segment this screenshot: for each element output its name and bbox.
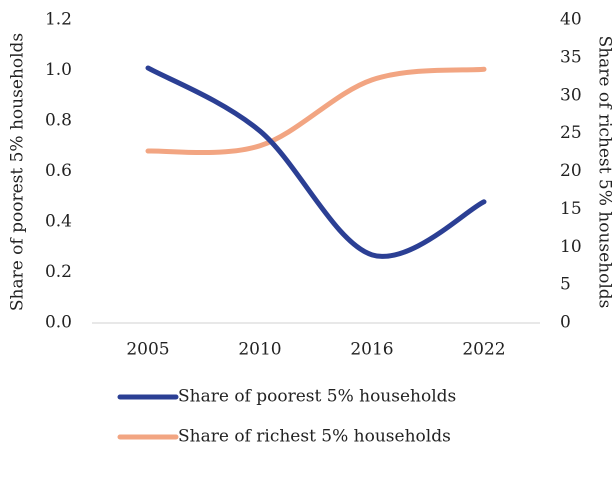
series-line [145,66,487,156]
y2-tick-label: 25 [560,123,582,143]
y2-tick-label: 40 [560,10,582,30]
y2-tick-label: 35 [560,47,582,67]
legend-label: Share of poorest 5% households [178,387,456,407]
y-tick-label: 1.0 [45,60,72,80]
y-tick-label: 0.8 [45,111,72,131]
y2-tick-label: 15 [560,199,582,219]
y2-tick-label: 5 [560,275,571,295]
y-tick-label: 0.4 [45,212,72,232]
y2-tick-label: 30 [560,85,582,105]
y2-axis-title: Share of richest 5% households [595,36,615,309]
y-axis-title: Share of poorest 5% households [8,33,28,311]
x-tick-label: 2022 [462,340,505,360]
y-tick-label: 0.2 [45,262,72,282]
x-tick-label: 2016 [350,340,393,360]
y2-tick-label: 0 [560,313,571,333]
y-tick-label: 1.2 [45,10,72,30]
y2-tick-label: 20 [560,161,582,181]
series-line [145,65,487,259]
x-tick-label: 2005 [126,340,169,360]
y-tick-label: 0.0 [45,313,72,333]
y-tick-label: 0.6 [45,161,72,181]
y2-tick-label: 10 [560,237,582,257]
legend-label: Share of richest 5% households [178,427,451,447]
x-tick-label: 2010 [238,340,281,360]
